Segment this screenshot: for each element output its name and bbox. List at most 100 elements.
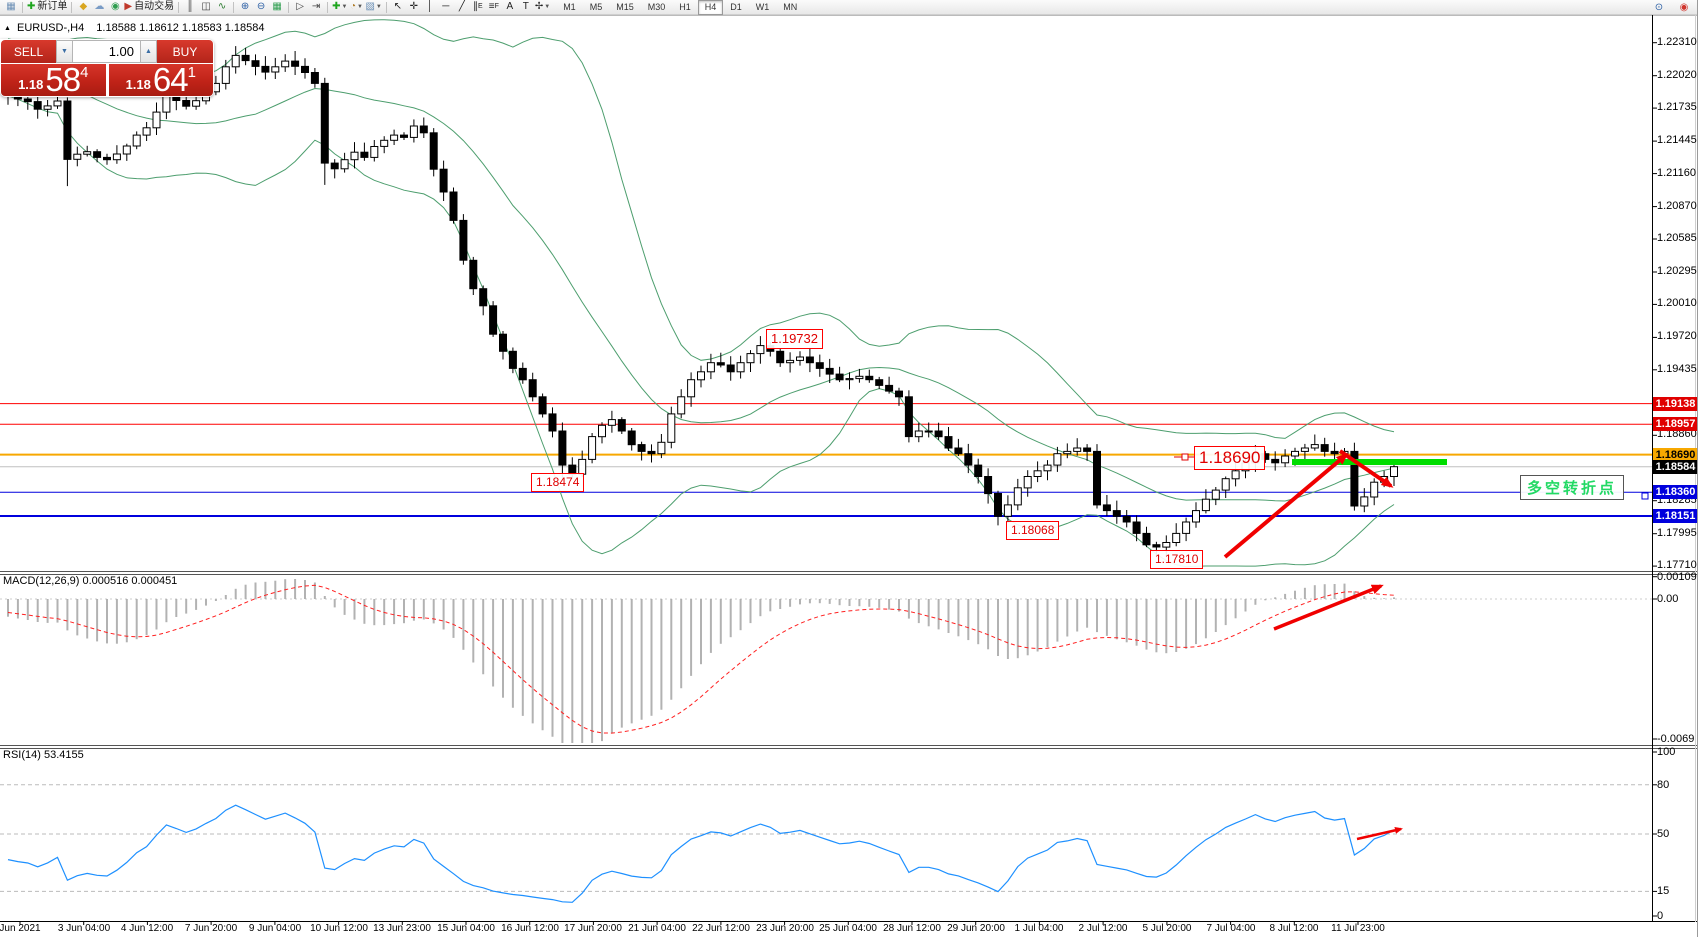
price-annotation[interactable]: 1.19732 bbox=[766, 329, 823, 349]
toolbar-separator bbox=[178, 1, 180, 13]
turning-point-label[interactable]: 多空转折点 bbox=[1520, 475, 1625, 500]
time-axis-label: 9 Jun 04:00 bbox=[248, 923, 302, 934]
macd-arrow bbox=[1273, 584, 1384, 631]
time-axis-label: 3 Jun 04:00 bbox=[57, 923, 111, 934]
auto-scroll-icon[interactable]: ▷ bbox=[296, 1, 304, 12]
time-axis-label: 22 Jun 12:00 bbox=[692, 923, 750, 934]
macd-axis-label: -0.0069 bbox=[1657, 733, 1695, 745]
price-line-badge: 1.18690 bbox=[1653, 448, 1697, 462]
ohlc-values: 1.18588 1.18612 1.18583 1.18584 bbox=[96, 22, 265, 34]
period-button-M1[interactable]: M1 bbox=[563, 1, 576, 12]
fibonacci-icon[interactable]: ≡ F bbox=[488, 1, 499, 12]
price-annotation[interactable]: 1.17810 bbox=[1150, 550, 1204, 569]
price-annotation[interactable]: 1.18474 bbox=[531, 473, 585, 492]
chart-window-icon[interactable]: ▦ bbox=[6, 1, 16, 12]
price-axis-tick: 1.18860 bbox=[1657, 428, 1697, 440]
new-order-button[interactable]: ✚ 新订单 bbox=[27, 1, 68, 12]
buy-price-prefix: 1.18 bbox=[125, 77, 151, 92]
arrows-icon[interactable]: ✢ ▼ bbox=[534, 1, 551, 12]
signal-icon[interactable]: ◉ bbox=[111, 1, 120, 12]
support-zone-bar bbox=[1292, 459, 1447, 465]
buy-button[interactable]: BUY bbox=[157, 40, 213, 63]
price-axis-tick: 1.21445 bbox=[1657, 134, 1697, 146]
price-axis-tick: 1.21160 bbox=[1657, 167, 1696, 179]
time-axis-label: 25 Jun 04:00 bbox=[819, 923, 877, 934]
bar-chart-icon[interactable]: ║ bbox=[186, 1, 194, 12]
volume-decrease-button[interactable]: ▼ bbox=[56, 40, 73, 63]
period-button-D1[interactable]: D1 bbox=[730, 1, 742, 12]
period-button-H1[interactable]: H1 bbox=[679, 1, 691, 12]
crosshair-icon[interactable]: ✛ bbox=[409, 1, 419, 12]
time-axis-label: 29 Jun 20:00 bbox=[947, 923, 1005, 934]
community-icon[interactable]: ◉ bbox=[1679, 1, 1689, 13]
time-axis-label: 5 Jul 20:00 bbox=[1142, 923, 1192, 934]
toolbar-separator bbox=[233, 1, 235, 13]
rsi-axis-label: 100 bbox=[1657, 746, 1676, 758]
toolbar-separator bbox=[385, 1, 387, 13]
toolbar-separator bbox=[22, 1, 23, 13]
time-axis-label: 1 Jul 04:00 bbox=[1014, 923, 1064, 934]
sell-price-pip: 4 bbox=[80, 64, 89, 81]
zoom-out-icon[interactable]: ⊖ bbox=[256, 1, 266, 12]
price-annotation[interactable]: 1.18690 bbox=[1194, 446, 1266, 470]
time-axis-label: 16 Jun 12:00 bbox=[501, 923, 559, 934]
time-axis-label: 15 Jun 04:00 bbox=[437, 923, 495, 934]
period-button-H4[interactable]: H4 bbox=[697, 0, 724, 15]
cursor-icon[interactable]: ↖ bbox=[393, 1, 403, 12]
price-axis-tick: 1.22020 bbox=[1657, 69, 1697, 81]
chart-shift-icon[interactable]: ⇥ bbox=[311, 1, 321, 12]
gold-icon[interactable]: ◆ bbox=[79, 1, 88, 12]
zoom-in-icon[interactable]: ⊕ bbox=[240, 1, 250, 12]
time-axis-label: 17 Jun 20:00 bbox=[564, 923, 622, 934]
main-toolbar: ▦ ✚ 新订单 ◆ ☁ ◉ ▶ 自动交易 ║ ◫ ∿ ⊕ ⊖ ▦ ▷ ⇥ ✚ ▼ ◔ ▼ ▧ ▼ ↖ ✛ │ ─ ╱ ∥ E ≡ F A T ✢ ▼… bbox=[0, 0, 1697, 15]
period-button-M30[interactable]: M30 bbox=[647, 1, 666, 12]
volume-input[interactable]: 1.00 bbox=[73, 40, 140, 63]
rsi-axis-label: 0 bbox=[1657, 910, 1664, 922]
templates-icon[interactable]: ▧ ▼ bbox=[365, 1, 382, 12]
horizontal-line-icon[interactable]: ─ bbox=[442, 1, 450, 12]
vertical-line-icon[interactable]: │ bbox=[426, 1, 433, 12]
trend-arrow bbox=[1223, 453, 1349, 559]
price-axis-tick: 1.17995 bbox=[1657, 527, 1697, 539]
macd-axis-label: 0.00 bbox=[1657, 593, 1679, 605]
time-axis-label: 7 Jun 20:00 bbox=[184, 923, 238, 934]
period-toolbar: M1 M5 M15 M30 H1 H4 D1 W1 MN bbox=[556, 0, 804, 15]
time-axis-label: 11 Jul 23:00 bbox=[1331, 923, 1385, 934]
candlestick-chart-icon[interactable]: ◫ bbox=[201, 1, 211, 12]
period-button-MN[interactable]: MN bbox=[783, 1, 798, 12]
price-axis-tick: 1.22310 bbox=[1657, 36, 1697, 48]
tile-windows-icon[interactable]: ▦ bbox=[272, 1, 282, 12]
price-line-badge: 1.19138 bbox=[1653, 397, 1697, 411]
sell-price[interactable]: 1.18 58 4 bbox=[1, 63, 106, 96]
price-line-badge: 1.18151 bbox=[1653, 509, 1697, 523]
line-chart-icon[interactable]: ∿ bbox=[217, 1, 227, 12]
indicators-icon[interactable]: ✚ ▼ bbox=[332, 1, 348, 12]
price-annotation[interactable]: 1.18068 bbox=[1006, 521, 1060, 540]
time-axis-label: 8 Jul 12:00 bbox=[1269, 923, 1319, 934]
periods-clock-icon[interactable]: ◔ ▼ bbox=[349, 1, 363, 12]
autotrade-button[interactable]: ▶ 自动交易 bbox=[124, 1, 175, 12]
text-icon[interactable]: A bbox=[506, 1, 514, 12]
time-axis-label: 2 Jul 12:00 bbox=[1078, 923, 1128, 934]
cloud-icon[interactable]: ☁ bbox=[94, 1, 105, 12]
macd-label: MACD(12,26,9) 0.000516 0.000451 bbox=[3, 575, 178, 587]
text-label-icon[interactable]: T bbox=[522, 1, 529, 12]
search-icon[interactable]: ⊙ bbox=[1654, 1, 1664, 13]
time-axis-label: 10 Jun 12:00 bbox=[310, 923, 368, 934]
time-axis-label: 23 Jun 20:00 bbox=[756, 923, 814, 934]
period-button-W1[interactable]: W1 bbox=[755, 1, 770, 12]
sell-button[interactable]: SELL bbox=[1, 40, 56, 63]
period-button-M5[interactable]: M5 bbox=[589, 1, 603, 12]
trendline-icon[interactable]: ╱ bbox=[458, 1, 465, 12]
channel-icon[interactable]: ∥ E bbox=[473, 1, 483, 12]
time-axis-label: 4 Jun 12:00 bbox=[120, 923, 174, 934]
period-button-M15[interactable]: M15 bbox=[616, 1, 634, 12]
buy-price[interactable]: 1.18 64 1 bbox=[108, 63, 213, 96]
time-axis-label: 13 Jun 23:00 bbox=[373, 923, 431, 934]
price-axis-tick: 1.20295 bbox=[1657, 265, 1697, 277]
volume-increase-button[interactable]: ▲ bbox=[140, 40, 157, 63]
time-axis-label: 28 Jun 12:00 bbox=[883, 923, 941, 934]
price-line-badge: 1.18957 bbox=[1653, 417, 1697, 431]
